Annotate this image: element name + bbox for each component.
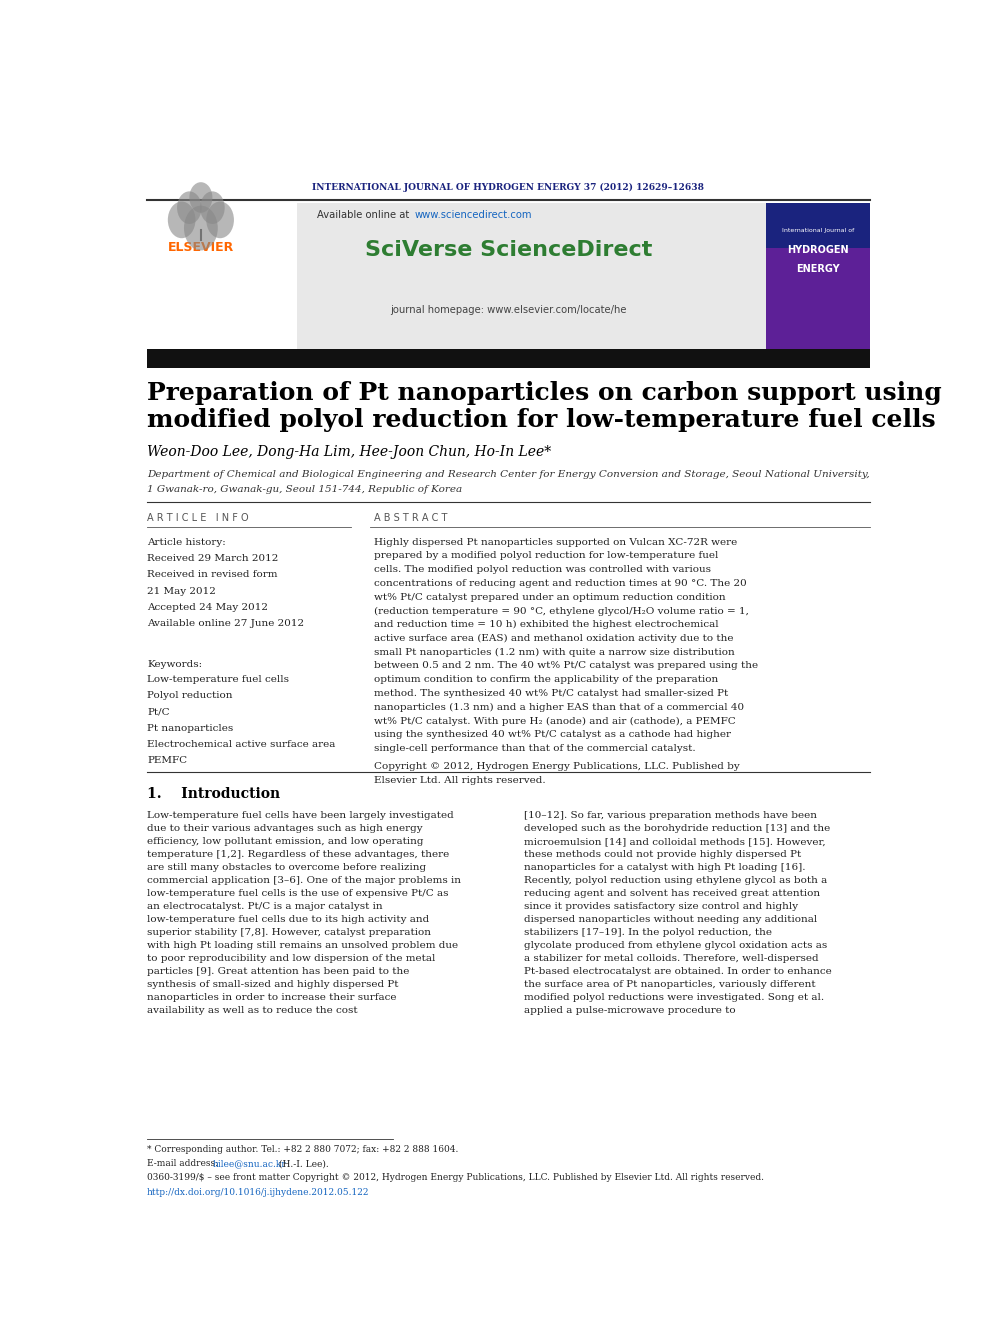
Bar [147, 202, 870, 351]
Text: particles [9]. Great attention has been paid to the: particles [9]. Great attention has been … [147, 967, 410, 976]
Text: Keywords:: Keywords: [147, 660, 202, 669]
Text: Highly dispersed Pt nanoparticles supported on Vulcan XC-72R were: Highly dispersed Pt nanoparticles suppor… [374, 537, 737, 546]
Text: INTERNATIONAL JOURNAL OF HYDROGEN ENERGY 37 (2012) 12629–12638: INTERNATIONAL JOURNAL OF HYDROGEN ENERGY… [312, 183, 704, 192]
Circle shape [200, 192, 225, 224]
Text: efficiency, low pollutant emission, and low operating: efficiency, low pollutant emission, and … [147, 837, 424, 845]
Text: Preparation of Pt nanoparticles on carbon support using: Preparation of Pt nanoparticles on carbo… [147, 381, 941, 405]
Text: HYDROGEN: HYDROGEN [788, 246, 849, 255]
Text: http://dx.doi.org/10.1016/j.ijhydene.2012.05.122: http://dx.doi.org/10.1016/j.ijhydene.201… [147, 1188, 370, 1197]
Text: Pt nanoparticles: Pt nanoparticles [147, 724, 233, 733]
Text: ENERGY: ENERGY [797, 263, 840, 274]
Text: E-mail address:: E-mail address: [147, 1159, 218, 1168]
Circle shape [177, 192, 201, 224]
Text: Pt-based electrocatalyst are obtained. In order to enhance: Pt-based electrocatalyst are obtained. I… [524, 967, 831, 976]
Bar [147, 202, 297, 351]
Text: Polyol reduction: Polyol reduction [147, 691, 232, 700]
Text: * Corresponding author. Tel.: +82 2 880 7072; fax: +82 2 888 1604.: * Corresponding author. Tel.: +82 2 880 … [147, 1144, 458, 1154]
Text: low-temperature fuel cells is the use of expensive Pt/C as: low-temperature fuel cells is the use of… [147, 889, 448, 898]
Text: nanoparticles (1.3 nm) and a higher EAS than that of a commercial 40: nanoparticles (1.3 nm) and a higher EAS … [374, 703, 744, 712]
Text: A B S T R A C T: A B S T R A C T [374, 513, 447, 524]
Text: [10–12]. So far, various preparation methods have been: [10–12]. So far, various preparation met… [524, 811, 816, 820]
Text: developed such as the borohydride reduction [13] and the: developed such as the borohydride reduct… [524, 824, 830, 832]
Text: 21 May 2012: 21 May 2012 [147, 586, 216, 595]
Text: due to their various advantages such as high energy: due to their various advantages such as … [147, 824, 423, 832]
Text: active surface area (EAS) and methanol oxidation activity due to the: active surface area (EAS) and methanol o… [374, 634, 733, 643]
Text: stabilizers [17–19]. In the polyol reduction, the: stabilizers [17–19]. In the polyol reduc… [524, 929, 772, 937]
Text: modified polyol reductions were investigated. Song et al.: modified polyol reductions were investig… [524, 994, 824, 1003]
Text: 1 Gwanak-ro, Gwanak-gu, Seoul 151-744, Republic of Korea: 1 Gwanak-ro, Gwanak-gu, Seoul 151-744, R… [147, 486, 462, 495]
Text: Copyright © 2012, Hydrogen Energy Publications, LLC. Published by: Copyright © 2012, Hydrogen Energy Public… [374, 762, 740, 771]
Text: A R T I C L E   I N F O: A R T I C L E I N F O [147, 513, 249, 524]
Text: microemulsion [14] and colloidal methods [15]. However,: microemulsion [14] and colloidal methods… [524, 837, 825, 845]
Text: SciVerse ScienceDirect: SciVerse ScienceDirect [365, 241, 652, 261]
Bar [766, 249, 870, 351]
Text: glycolate produced from ethylene glycol oxidation acts as: glycolate produced from ethylene glycol … [524, 941, 827, 950]
Bar [766, 202, 870, 351]
Text: International Journal of: International Journal of [782, 228, 854, 233]
Text: temperature [1,2]. Regardless of these advantages, there: temperature [1,2]. Regardless of these a… [147, 849, 449, 859]
Text: availability as well as to reduce the cost: availability as well as to reduce the co… [147, 1007, 358, 1015]
Text: Received 29 March 2012: Received 29 March 2012 [147, 554, 279, 564]
Text: 1.    Introduction: 1. Introduction [147, 787, 280, 802]
Text: Low-temperature fuel cells: Low-temperature fuel cells [147, 675, 289, 684]
Text: with high Pt loading still remains an unsolved problem due: with high Pt loading still remains an un… [147, 941, 458, 950]
Text: Article history:: Article history: [147, 537, 226, 546]
Circle shape [189, 183, 212, 213]
Text: optimum condition to confirm the applicability of the preparation: optimum condition to confirm the applica… [374, 675, 718, 684]
Text: and reduction time = 10 h) exhibited the highest electrochemical: and reduction time = 10 h) exhibited the… [374, 620, 718, 630]
Text: Accepted 24 May 2012: Accepted 24 May 2012 [147, 603, 268, 613]
Text: since it provides satisfactory size control and highly: since it provides satisfactory size cont… [524, 902, 798, 912]
Text: an electrocatalyst. Pt/C is a major catalyst in: an electrocatalyst. Pt/C is a major cata… [147, 902, 383, 912]
Text: are still many obstacles to overcome before realizing: are still many obstacles to overcome bef… [147, 863, 427, 872]
Text: single-cell performance than that of the commercial catalyst.: single-cell performance than that of the… [374, 744, 695, 753]
Text: wt% Pt/C catalyst prepared under an optimum reduction condition: wt% Pt/C catalyst prepared under an opti… [374, 593, 725, 602]
Text: to poor reproducibility and low dispersion of the metal: to poor reproducibility and low dispersi… [147, 954, 435, 963]
Text: hilee@snu.ac.kr: hilee@snu.ac.kr [212, 1159, 286, 1168]
Text: concentrations of reducing agent and reduction times at 90 °C. The 20: concentrations of reducing agent and red… [374, 579, 747, 587]
Text: cells. The modified polyol reduction was controlled with various: cells. The modified polyol reduction was… [374, 565, 711, 574]
Text: (reduction temperature = 90 °C, ethylene glycol/H₂O volume ratio = 1,: (reduction temperature = 90 °C, ethylene… [374, 606, 749, 615]
Text: between 0.5 and 2 nm. The 40 wt% Pt/C catalyst was prepared using the: between 0.5 and 2 nm. The 40 wt% Pt/C ca… [374, 662, 758, 671]
Text: dispersed nanoparticles without needing any additional: dispersed nanoparticles without needing … [524, 916, 817, 923]
Text: synthesis of small-sized and highly dispersed Pt: synthesis of small-sized and highly disp… [147, 980, 399, 990]
Text: small Pt nanoparticles (1.2 nm) with quite a narrow size distribution: small Pt nanoparticles (1.2 nm) with qui… [374, 648, 735, 656]
Text: nanoparticles for a catalyst with high Pt loading [16].: nanoparticles for a catalyst with high P… [524, 863, 806, 872]
Text: the surface area of Pt nanoparticles, variously different: the surface area of Pt nanoparticles, va… [524, 980, 815, 990]
Text: method. The synthesized 40 wt% Pt/C catalyst had smaller-sized Pt: method. The synthesized 40 wt% Pt/C cata… [374, 689, 728, 699]
Text: Low-temperature fuel cells have been largely investigated: Low-temperature fuel cells have been lar… [147, 811, 453, 820]
Text: www.sciencedirect.com: www.sciencedirect.com [415, 210, 532, 220]
Text: applied a pulse-microwave procedure to: applied a pulse-microwave procedure to [524, 1007, 735, 1015]
Text: nanoparticles in order to increase their surface: nanoparticles in order to increase their… [147, 994, 397, 1003]
Circle shape [184, 205, 218, 250]
Text: commercial application [3–6]. One of the major problems in: commercial application [3–6]. One of the… [147, 876, 461, 885]
Text: Electrochemical active surface area: Electrochemical active surface area [147, 740, 335, 749]
Bar [147, 349, 870, 368]
Text: Available online at: Available online at [316, 210, 413, 220]
Text: PEMFC: PEMFC [147, 757, 187, 765]
Text: 0360-3199/$ – see front matter Copyright © 2012, Hydrogen Energy Publications, L: 0360-3199/$ – see front matter Copyright… [147, 1174, 764, 1183]
Text: Recently, polyol reduction using ethylene glycol as both a: Recently, polyol reduction using ethylen… [524, 876, 827, 885]
Text: Pt/C: Pt/C [147, 708, 170, 716]
Circle shape [206, 201, 234, 238]
Text: using the synthesized 40 wt% Pt/C catalyst as a cathode had higher: using the synthesized 40 wt% Pt/C cataly… [374, 730, 731, 740]
Text: modified polyol reduction for low-temperature fuel cells: modified polyol reduction for low-temper… [147, 407, 935, 431]
Text: ELSEVIER: ELSEVIER [168, 241, 234, 254]
Text: prepared by a modified polyol reduction for low-temperature fuel: prepared by a modified polyol reduction … [374, 552, 718, 561]
Text: (H.-I. Lee).: (H.-I. Lee). [276, 1159, 329, 1168]
Circle shape [168, 201, 195, 238]
Text: Weon-Doo Lee, Dong-Ha Lim, Hee-Joon Chun, Ho-In Lee*: Weon-Doo Lee, Dong-Ha Lim, Hee-Joon Chun… [147, 445, 552, 459]
Text: wt% Pt/C catalyst. With pure H₂ (anode) and air (cathode), a PEMFC: wt% Pt/C catalyst. With pure H₂ (anode) … [374, 717, 736, 725]
Text: Elsevier Ltd. All rights reserved.: Elsevier Ltd. All rights reserved. [374, 775, 546, 785]
Text: low-temperature fuel cells due to its high activity and: low-temperature fuel cells due to its hi… [147, 916, 430, 923]
Text: a stabilizer for metal colloids. Therefore, well-dispersed: a stabilizer for metal colloids. Therefo… [524, 954, 818, 963]
Text: Received in revised form: Received in revised form [147, 570, 278, 579]
Text: Department of Chemical and Biological Engineering and Research Center for Energy: Department of Chemical and Biological En… [147, 470, 870, 479]
Text: Available online 27 June 2012: Available online 27 June 2012 [147, 619, 305, 628]
Text: journal homepage: www.elsevier.com/locate/he: journal homepage: www.elsevier.com/locat… [390, 304, 627, 315]
Text: reducing agent and solvent has received great attention: reducing agent and solvent has received … [524, 889, 820, 898]
Text: these methods could not provide highly dispersed Pt: these methods could not provide highly d… [524, 849, 801, 859]
Text: superior stability [7,8]. However, catalyst preparation: superior stability [7,8]. However, catal… [147, 929, 432, 937]
